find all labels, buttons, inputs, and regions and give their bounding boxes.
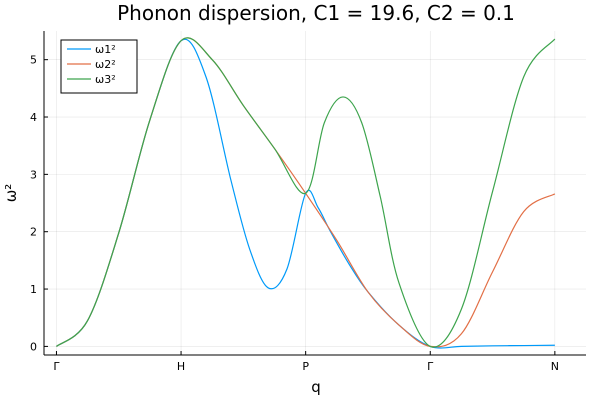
y-tick-label: 1 [30, 283, 37, 296]
x-tick-label: Γ [427, 360, 434, 373]
y-tick-label: 0 [30, 340, 37, 353]
ticks-layer: Γ H P Γ N 0 1 2 3 4 5 [30, 54, 559, 373]
axes-layer [43, 31, 586, 356]
y-tick-label: 4 [30, 111, 37, 124]
x-tick-label: Γ [53, 360, 60, 373]
x-tick-label: P [302, 360, 309, 373]
legend-label-2: ω2² [95, 58, 116, 71]
legend-label-1: ω1² [95, 43, 116, 56]
legend: ω1² ω2² ω3² [60, 39, 138, 94]
series-line-3 [56, 37, 556, 348]
y-tick-label: 3 [30, 168, 37, 181]
legend-label-3: ω3² [95, 73, 116, 86]
x-tick-label: H [177, 360, 185, 373]
chart-title: Phonon dispersion, C1 = 19.6, C2 = 0.1 [117, 1, 515, 25]
x-tick-label: N [551, 360, 559, 373]
series-layer [56, 37, 556, 349]
y-tick-label: 2 [30, 226, 37, 239]
y-tick-label: 5 [30, 54, 37, 67]
x-axis-label: q [311, 378, 321, 396]
y-axis-label: ω² [2, 184, 20, 203]
legend-items: ω1² ω2² ω3² [67, 43, 116, 86]
